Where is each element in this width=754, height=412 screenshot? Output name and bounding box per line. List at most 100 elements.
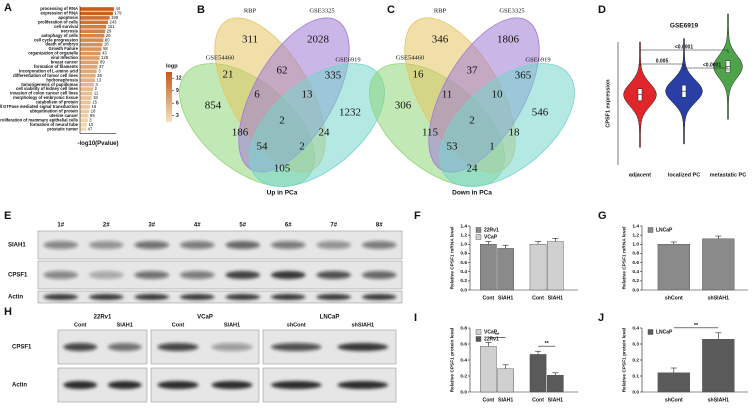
- bar: [80, 65, 98, 69]
- blot-band: [270, 241, 306, 249]
- bar: [497, 368, 514, 393]
- blot-band: [134, 294, 170, 300]
- y-tick-label: 1.4: [632, 223, 639, 229]
- bar: [80, 105, 91, 109]
- legend-swatch: [475, 336, 482, 342]
- y-tick-label: 0.6: [632, 260, 639, 266]
- venn-count: 854: [205, 100, 222, 112]
- bar: [80, 47, 102, 51]
- x-tick-label: shCont: [665, 397, 683, 403]
- category-label: cell cycle progression: [34, 37, 78, 42]
- venn-set-label: GSE3325: [309, 7, 334, 14]
- bar: [80, 127, 87, 131]
- bar: [80, 16, 110, 20]
- panel-label: D: [598, 4, 606, 16]
- venn-count: 24: [467, 163, 479, 175]
- category-label: prostatic tumor: [47, 126, 78, 131]
- venn-count: 11: [442, 89, 453, 101]
- bar: [80, 87, 94, 91]
- bar: [657, 244, 690, 291]
- legend-swatch: [647, 227, 654, 233]
- venn-count: 21: [223, 69, 234, 81]
- gene-count: 15: [92, 100, 97, 105]
- bar: [80, 82, 94, 87]
- bar: [80, 114, 89, 118]
- bar: [497, 248, 514, 291]
- y-tick-label: 0.3: [632, 341, 639, 347]
- category-label: catabolism of protein: [36, 100, 79, 105]
- significance: **: [694, 323, 699, 329]
- category-label: morphology of embryonic tissue: [13, 95, 79, 100]
- blot-band: [88, 294, 124, 300]
- blot-strip: [37, 290, 403, 304]
- category-label: autophagy of cells: [41, 33, 78, 38]
- bar: [80, 100, 91, 105]
- y-axis-label: Relative CPSF1 mRNA level: [621, 226, 627, 289]
- bar: [80, 29, 106, 34]
- bar: [80, 96, 92, 100]
- venn-count: 10: [492, 89, 504, 101]
- category-label: death of embryo: [45, 42, 78, 47]
- panel-label: I: [414, 312, 417, 324]
- category-label: tumorigenesis of papillomas: [21, 82, 78, 87]
- category-label: hydronephrosis: [46, 77, 78, 82]
- y-tick-label: 0.0: [632, 287, 639, 293]
- blot-band: [225, 294, 261, 300]
- x-tick-label: Cont: [532, 397, 544, 403]
- lane-label: 1#: [57, 223, 64, 229]
- blot-band: [43, 241, 79, 249]
- venn-caption: Up in PCa: [267, 190, 298, 197]
- category-label: ubiquitination of protein: [30, 108, 79, 113]
- blot-band: [211, 381, 253, 389]
- panel-label: E: [4, 210, 11, 222]
- category-label: invasion of colon cancer cell lines: [10, 91, 79, 96]
- venn-set-label: RBP: [244, 7, 257, 14]
- category-label: differentiation of tumor cell lines: [13, 73, 79, 78]
- venn-count: 335: [325, 70, 342, 82]
- venn-count: 2: [279, 115, 285, 127]
- blot-band: [134, 241, 170, 249]
- legend-tick-label: 12: [176, 76, 182, 82]
- category-label: breast cancer: [51, 60, 79, 65]
- legend-tick-label: 6: [176, 101, 179, 107]
- gene-count: 29: [107, 28, 112, 33]
- venn-count: 16: [413, 69, 425, 81]
- x-axis-label: -log10(Pvalue): [77, 141, 118, 147]
- x-tick-label: SIAH1: [548, 397, 563, 403]
- legend-swatch: [475, 234, 482, 240]
- blot-band: [270, 381, 322, 389]
- venn-count: 186: [232, 127, 249, 139]
- y-tick-label: 0.8: [460, 251, 467, 257]
- bar: [702, 339, 735, 393]
- lane-label: 6#: [285, 223, 292, 229]
- legend-label: 22Rv1: [484, 336, 499, 342]
- lane-label: 3#: [148, 223, 155, 229]
- group-label: VCaP: [197, 315, 213, 321]
- blot-band: [88, 271, 124, 279]
- venn-count: 365: [515, 70, 532, 82]
- gene-count: 179: [114, 11, 122, 16]
- gene-count: 3: [98, 68, 101, 73]
- bar: [80, 11, 113, 16]
- bar: [80, 78, 95, 82]
- y-tick-label: 0.0: [632, 389, 639, 395]
- y-tick-label: 0.6: [460, 260, 467, 266]
- category-label: incorporation of L-amino acid: [19, 68, 79, 73]
- category-label: small GTPase mediated signal transductio…: [0, 104, 78, 109]
- y-axis-label: Relative CPSF1 protein level: [449, 328, 455, 393]
- y-tick-label: 0.0: [460, 389, 467, 395]
- blot-band: [225, 271, 261, 279]
- panel-label: J: [598, 312, 604, 324]
- blot-band: [361, 241, 397, 249]
- panel-label: F: [414, 210, 421, 222]
- gene-count: 58: [103, 46, 108, 51]
- panel-label: G: [598, 210, 607, 222]
- gene-count: 43: [102, 51, 107, 56]
- category-label: formation of neural tube: [30, 122, 79, 127]
- bar: [480, 244, 497, 291]
- y-tick-label: 0.8: [460, 325, 467, 331]
- bar: [80, 25, 107, 29]
- venn-set: [439, 63, 575, 187]
- gene-count: 89: [100, 60, 105, 65]
- blot-band: [179, 294, 215, 300]
